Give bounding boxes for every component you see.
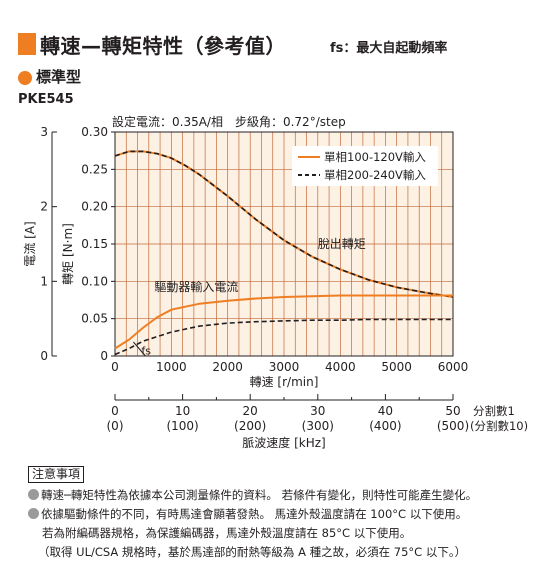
x-tick-label: 2000	[212, 360, 243, 374]
pulse-tick-label: 10	[175, 404, 190, 418]
section-dot-icon	[18, 71, 32, 85]
x-tick-label: 5000	[381, 360, 412, 374]
page-title: 轉速—轉矩特性（參考值）	[40, 34, 286, 58]
pulse-tick-label-divided: (400)	[369, 419, 401, 433]
note-line-3: 若為附編碼器規格，為保護編碼器，馬達外殼溫度請在 85°C 以下使用。	[42, 526, 412, 540]
current-series-3	[114, 318, 453, 356]
pulse-tick-label-divided: (0)	[107, 419, 124, 433]
bullet-icon	[28, 508, 39, 519]
division-label-10: (分割數10)	[470, 419, 528, 433]
y-torque-tick-label: 0	[100, 349, 108, 363]
y-current-tick-label: 1	[40, 274, 48, 288]
y-current-tick-label: 2	[40, 200, 48, 214]
section-title: 標準型	[36, 68, 82, 86]
title-note: fs：最大自起動頻率	[330, 41, 448, 56]
pulse-tick-label-divided: (100)	[166, 419, 198, 433]
pulse-tick-label-divided: (300)	[302, 419, 334, 433]
annotation-pullout-torque: 脫出轉矩	[318, 236, 366, 251]
x-tick-label: 3000	[269, 360, 300, 374]
pulse-tick-label: 50	[445, 404, 460, 418]
y-torque-tick-label: 0.10	[81, 274, 108, 288]
notes-heading: 注意事項	[28, 466, 85, 483]
x-tick-label: 4000	[325, 360, 356, 374]
pulse-tick-label: 20	[243, 404, 258, 418]
x-axis-label: 轉速 [r/min]	[250, 375, 319, 389]
model-name: PKE545	[18, 92, 74, 107]
note-line-4: （取得 UL/CSA 規格時，基於馬達部的耐熱等級為 A 種之故，必須在 75°…	[38, 545, 467, 559]
pulse-tick-label: 0	[111, 404, 119, 418]
pulse-tick-label-divided: (200)	[234, 419, 266, 433]
x-tick-label: 6000	[438, 360, 469, 374]
annotation-fs: fs	[141, 344, 151, 357]
y-torque-tick-label: 0.30	[81, 125, 108, 139]
fs-pointer	[133, 341, 146, 357]
series-group	[114, 150, 454, 357]
annotation-driver-current: 驅動器輸入電流	[154, 279, 238, 294]
y-torque-tick-label: 0.15	[81, 237, 108, 251]
pulse-tick-label-divided: (500)	[437, 419, 469, 433]
title-marker	[18, 33, 36, 55]
note-line-1: 轉速─轉矩特性為依據本公司測量條件的資料。 若條件有變化，則特性可能產生變化。	[28, 487, 477, 503]
y-torque-tick-label: 0.05	[81, 312, 108, 326]
torque-series-1	[114, 150, 454, 298]
y-torque-axis-label: 轉矩 [N·m]	[61, 223, 75, 285]
bullet-icon	[28, 489, 39, 500]
pulse-speed-axis: 0 10 20 30 40 50 (0) (100) (200) (300) (400) (500) 脈…	[107, 394, 528, 450]
x-tick-label: 1000	[156, 360, 187, 374]
legend-label: 單相200-240V輸入	[324, 168, 426, 182]
y-torque-tick-label: 0.25	[81, 162, 108, 176]
y-torque-tick-label: 0.20	[81, 200, 108, 214]
y-current-tick-label: 0	[40, 349, 48, 363]
pulse-tick-label: 40	[378, 404, 393, 418]
torque-speed-chart: 0 1000 2000 3000 4000 5000 600000.050.100.150.…	[23, 125, 528, 450]
y-current-axis-label: 電流 [A]	[23, 221, 37, 266]
current-series-2	[114, 294, 453, 350]
note-line-2: 依據驅動條件的不同，有時馬達會顯著發熱。 馬達外殼溫度請在 100°C 以下使用…	[28, 506, 467, 522]
legend-label: 單相100-120V輸入	[324, 150, 426, 164]
division-label-1: 分割數1	[473, 404, 515, 418]
legend-box	[292, 146, 438, 186]
pulse-tick-label: 30	[310, 404, 325, 418]
x-tick-label: 0	[111, 360, 119, 374]
setting-conditions: 設定電流：0.35A/相 步級角：0.72°/step	[112, 115, 346, 129]
axes: 0 1000 2000 3000 4000 5000 6000 0 0.05 0.10 0.15 0.…	[40, 125, 468, 374]
y-current-tick-label: 3	[40, 125, 48, 139]
pulse-axis-label: 脈波速度 [kHz]	[242, 435, 325, 450]
